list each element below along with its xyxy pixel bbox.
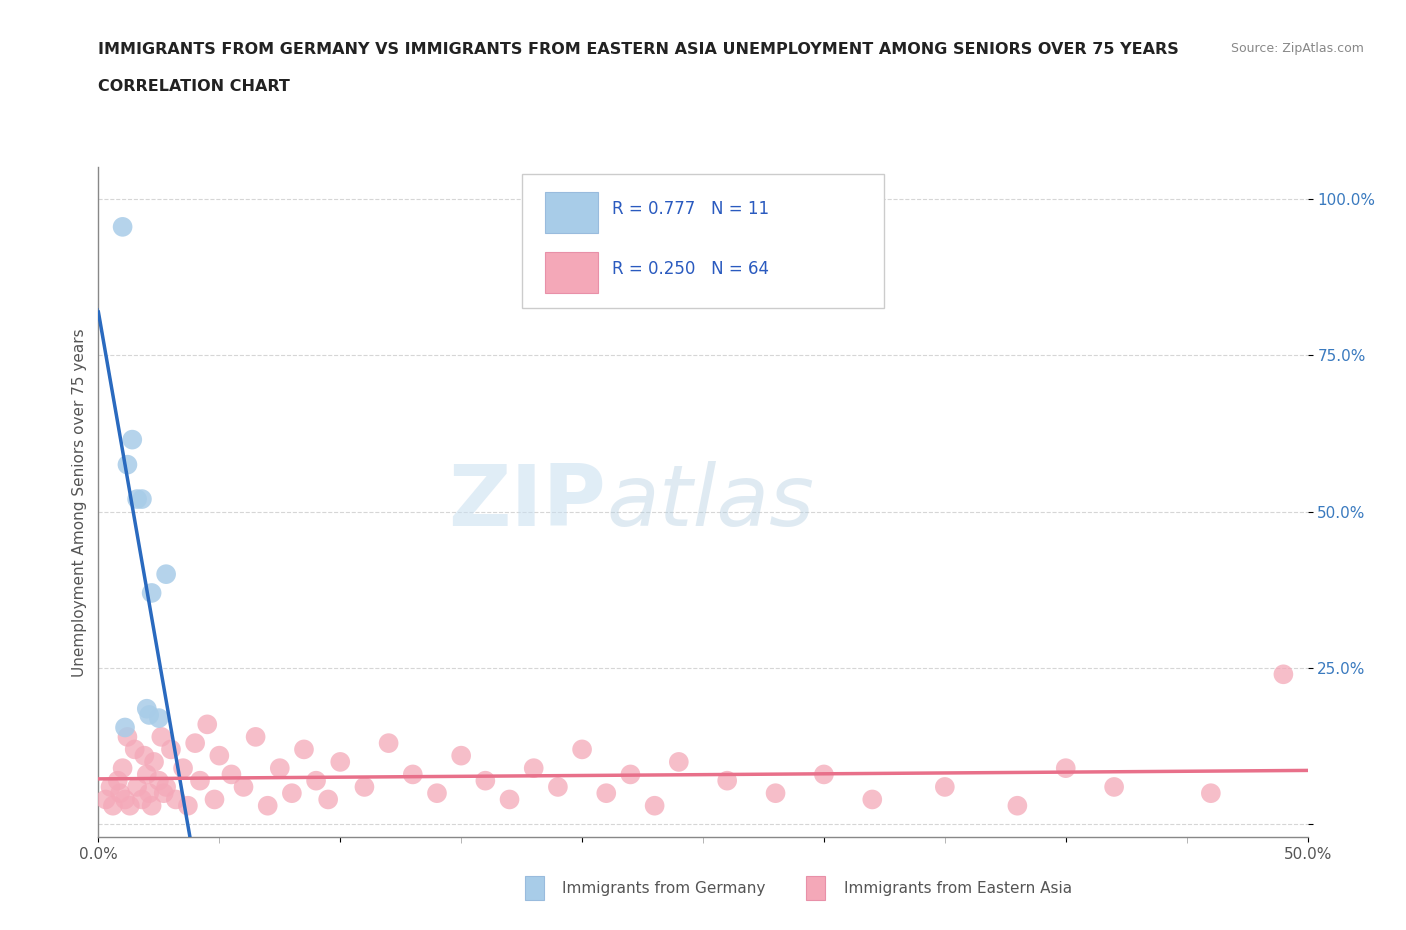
Point (195, 717, 218, 732)
Point (155, 566, 177, 581)
Point (245, 729, 267, 744)
Text: R = 0.250   N = 64: R = 0.250 N = 64 (612, 260, 769, 278)
Y-axis label: Unemployment Among Seniors over 75 years: Unemployment Among Seniors over 75 years (72, 328, 87, 676)
FancyBboxPatch shape (544, 252, 598, 293)
Point (117, 458, 139, 472)
Point (155, 779, 177, 794)
Point (172, 761, 194, 776)
Point (281, 786, 304, 801)
Text: atlas: atlas (606, 460, 814, 544)
Point (127, 779, 149, 794)
Point (127, 492, 149, 507)
Point (121, 432, 143, 447)
Point (619, 767, 641, 782)
Point (498, 792, 520, 807)
Point (402, 767, 425, 782)
Point (138, 708, 160, 723)
Point (1102, 779, 1125, 794)
Point (141, 586, 163, 601)
Text: R = 0.777   N = 11: R = 0.777 N = 11 (612, 200, 769, 218)
Point (143, 754, 166, 769)
Point (353, 779, 375, 794)
Point (118, 798, 141, 813)
Point (148, 711, 170, 725)
Text: Source: ZipAtlas.com: Source: ZipAtlas.com (1230, 42, 1364, 55)
Point (148, 773, 170, 788)
Point (860, 792, 883, 807)
Point (292, 742, 315, 757)
Point (668, 754, 690, 769)
Point (111, 761, 134, 776)
Point (716, 773, 738, 788)
Point (1272, 667, 1295, 682)
Point (523, 761, 546, 776)
Point (571, 742, 593, 757)
Point (305, 773, 328, 788)
Point (141, 798, 163, 813)
Point (108, 786, 131, 801)
Point (1007, 798, 1029, 813)
FancyBboxPatch shape (522, 174, 884, 308)
Point (160, 742, 183, 757)
Point (595, 786, 617, 801)
Point (188, 773, 211, 788)
Point (329, 754, 352, 769)
Point (114, 792, 136, 807)
Text: CORRELATION CHART: CORRELATION CHART (98, 79, 290, 94)
Point (150, 729, 173, 744)
Point (94, 792, 117, 807)
Point (474, 773, 496, 788)
Point (1054, 761, 1077, 776)
Point (114, 720, 136, 735)
Text: Immigrants from Germany: Immigrants from Germany (562, 881, 766, 896)
Text: ZIP: ZIP (449, 460, 606, 544)
Point (117, 729, 139, 744)
Point (377, 736, 399, 751)
Point (184, 736, 207, 751)
Point (1199, 786, 1222, 801)
Point (644, 798, 666, 813)
Text: IMMIGRANTS FROM GERMANY VS IMMIGRANTS FROM EASTERN ASIA UNEMPLOYMENT AMONG SENIO: IMMIGRANTS FROM GERMANY VS IMMIGRANTS FR… (98, 42, 1180, 57)
Point (813, 767, 835, 782)
Point (221, 767, 243, 782)
Point (232, 779, 254, 794)
Point (152, 786, 174, 801)
Point (269, 761, 291, 776)
Point (135, 767, 157, 782)
Text: Immigrants from Eastern Asia: Immigrants from Eastern Asia (844, 881, 1071, 896)
Point (765, 786, 787, 801)
Point (124, 742, 146, 757)
Point (204, 792, 226, 807)
Point (131, 792, 153, 807)
Point (100, 779, 122, 794)
Point (101, 798, 124, 813)
Point (256, 798, 278, 813)
Point (316, 792, 339, 807)
Point (177, 798, 200, 813)
Point (135, 701, 157, 716)
FancyBboxPatch shape (544, 193, 598, 233)
Point (131, 492, 153, 507)
Point (547, 779, 569, 794)
Point (134, 749, 156, 764)
Point (165, 792, 187, 807)
Point (111, 219, 134, 234)
Point (450, 749, 472, 764)
Point (426, 786, 449, 801)
Point (107, 773, 129, 788)
Point (934, 779, 956, 794)
Point (138, 786, 160, 801)
Point (208, 749, 231, 764)
